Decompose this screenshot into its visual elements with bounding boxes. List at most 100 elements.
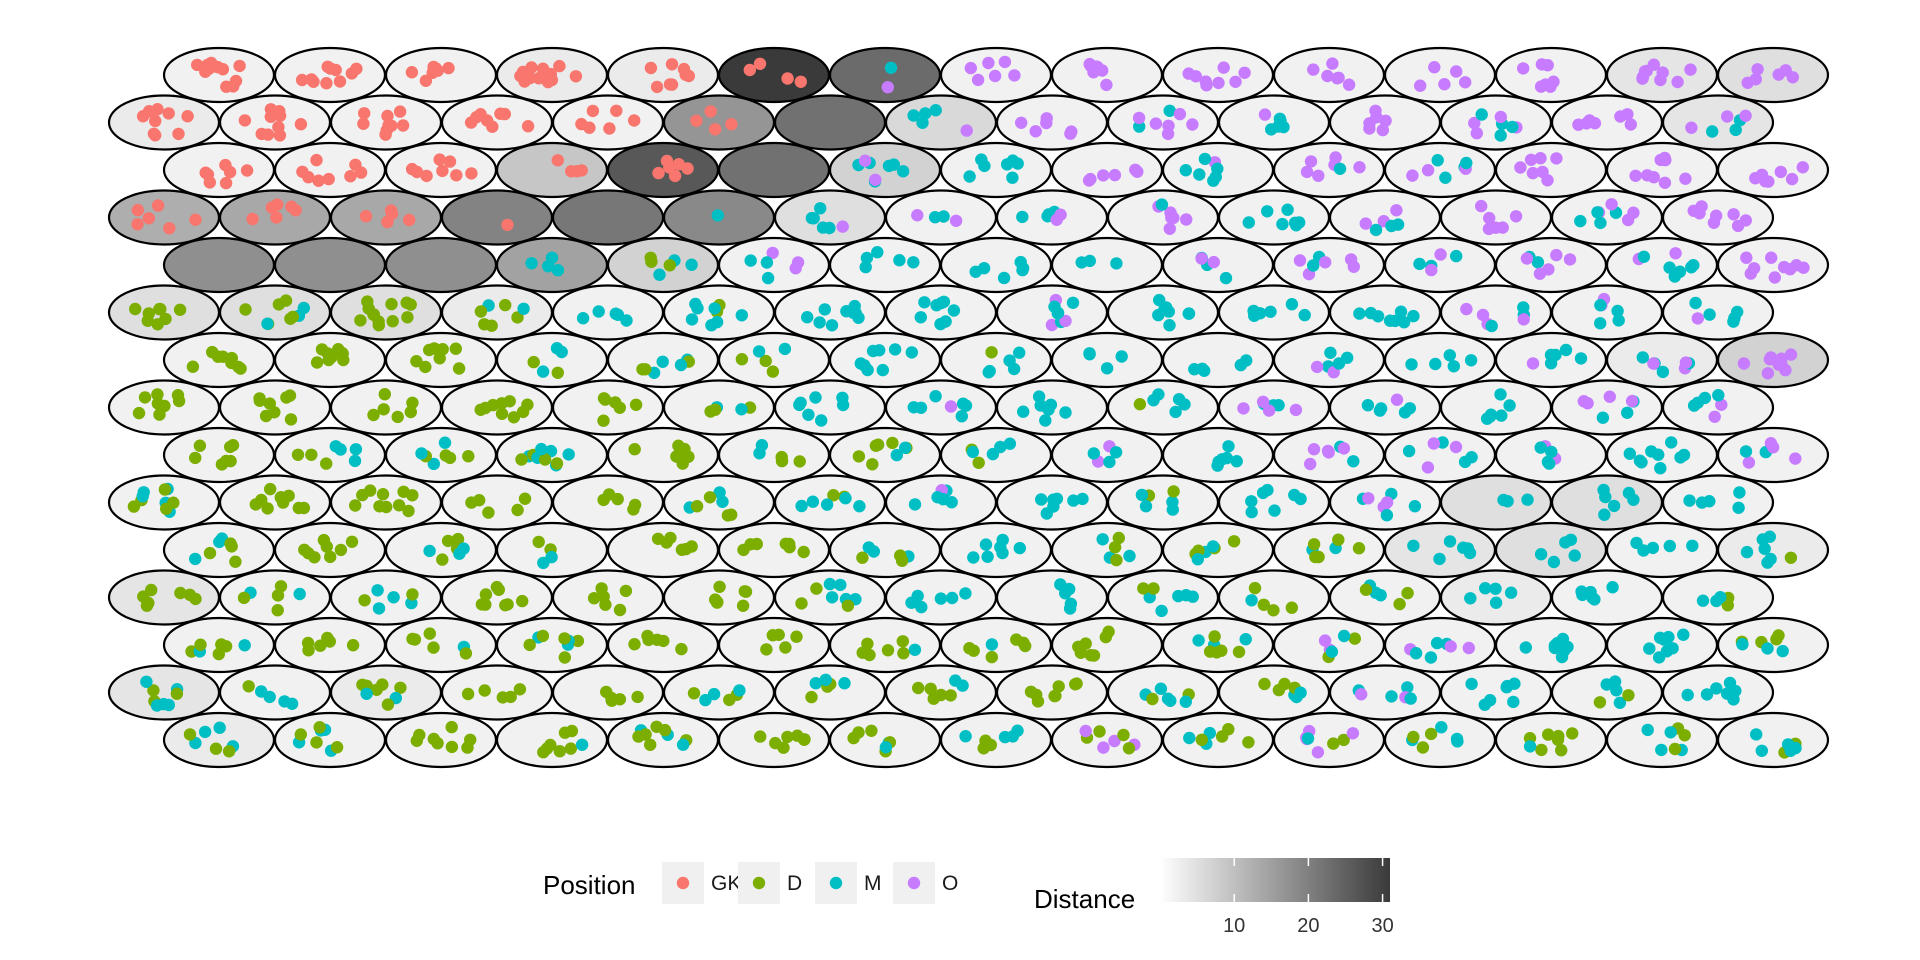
player-point-m — [1083, 254, 1097, 268]
player-point-d — [172, 394, 186, 408]
player-point-m — [1016, 210, 1029, 224]
player-point-d — [912, 681, 925, 695]
som-cell — [329, 474, 443, 531]
player-point-d — [474, 403, 487, 416]
player-point-m — [1139, 500, 1153, 513]
player-point-m — [457, 542, 470, 555]
player-point-m — [1636, 351, 1650, 364]
player-point-o — [1785, 172, 1799, 186]
player-point-gk — [665, 78, 679, 91]
player-point-m — [839, 492, 852, 505]
player-point-d — [1110, 553, 1123, 567]
player-point-d — [927, 692, 940, 705]
som-cell — [1217, 284, 1331, 341]
player-point-o — [1321, 444, 1335, 458]
player-point-d — [478, 684, 491, 697]
player-point-gk — [436, 164, 449, 178]
player-point-o — [1684, 63, 1697, 76]
player-point-o — [1353, 161, 1366, 174]
player-point-m — [545, 550, 558, 564]
player-point-d — [1424, 727, 1438, 741]
player-point-m — [360, 687, 373, 700]
som-cell-shape — [773, 379, 887, 436]
player-point-d — [212, 647, 225, 661]
som-cell — [773, 284, 887, 341]
player-point-gk — [679, 68, 692, 81]
som-cell-shape — [551, 189, 665, 246]
player-point-d — [658, 723, 672, 737]
som-cell — [1494, 616, 1608, 674]
player-point-m — [1489, 596, 1503, 609]
player-point-d — [349, 499, 362, 512]
player-point-gk — [652, 166, 665, 180]
player-point-d — [558, 651, 571, 664]
som-cell-shape — [384, 521, 498, 579]
player-point-o — [1707, 216, 1721, 229]
som-cell — [1716, 616, 1830, 674]
player-point-d — [631, 690, 644, 704]
player-point-d — [866, 458, 879, 471]
player-point-m — [818, 303, 831, 316]
player-point-o — [1428, 60, 1441, 74]
som-cell-shape — [273, 236, 387, 294]
som-cell — [440, 189, 554, 246]
som-cell — [939, 331, 1053, 389]
player-point-m — [1568, 549, 1581, 562]
player-point-gk — [470, 111, 483, 124]
player-point-d — [183, 728, 197, 741]
player-point-m — [969, 265, 982, 278]
player-point-d — [1102, 625, 1115, 638]
som-cell — [1716, 711, 1830, 769]
som-cell — [1050, 141, 1164, 199]
legend-key-label: D — [787, 872, 802, 895]
som-cell — [1272, 141, 1386, 199]
player-point-m — [1219, 271, 1233, 285]
player-point-gk — [246, 212, 259, 226]
som-cell-shape — [440, 284, 554, 341]
player-point-gk — [419, 74, 433, 88]
player-point-d — [629, 398, 643, 411]
colorbar-tick-label: 20 — [1297, 915, 1319, 937]
som-cell-shape — [717, 141, 831, 199]
som-cell-shape — [1050, 426, 1164, 484]
player-point-m — [1465, 677, 1478, 691]
player-point-o — [1777, 260, 1791, 274]
player-point-m — [1135, 488, 1149, 502]
som-cell-shape — [1383, 521, 1497, 579]
player-point-m — [1662, 630, 1675, 644]
player-point-d — [423, 343, 436, 357]
player-point-d — [553, 745, 566, 758]
player-point-gk — [296, 165, 309, 178]
player-point-m — [907, 401, 920, 414]
som-cell-shape — [440, 94, 554, 151]
som-cell — [1383, 521, 1497, 579]
player-point-gk — [307, 75, 320, 89]
player-point-m — [866, 344, 880, 358]
player-point-m — [1464, 592, 1477, 605]
player-point-d — [532, 535, 545, 549]
player-point-m — [733, 684, 746, 697]
player-point-d — [216, 350, 230, 363]
som-cell — [1550, 664, 1664, 721]
player-point-gk — [289, 204, 302, 217]
som-cell — [1217, 664, 1331, 721]
player-point-o — [1625, 394, 1639, 408]
player-point-d — [158, 483, 172, 496]
player-point-m — [1700, 688, 1714, 701]
player-point-d — [406, 588, 419, 601]
player-point-d — [474, 305, 488, 318]
player-point-m — [1013, 346, 1026, 359]
player-point-m — [1374, 402, 1388, 415]
som-cell — [1328, 284, 1442, 341]
legend-key-m: M — [815, 862, 882, 904]
player-point-d — [302, 547, 315, 560]
player-point-d — [1232, 645, 1246, 659]
player-point-d — [264, 482, 277, 496]
player-point-m — [1506, 120, 1519, 134]
player-point-m — [1198, 152, 1212, 166]
player-point-d — [1112, 531, 1126, 545]
player-point-d — [410, 734, 423, 747]
player-point-m — [1164, 694, 1177, 707]
player-point-d — [406, 396, 419, 409]
player-point-m — [1003, 437, 1017, 450]
